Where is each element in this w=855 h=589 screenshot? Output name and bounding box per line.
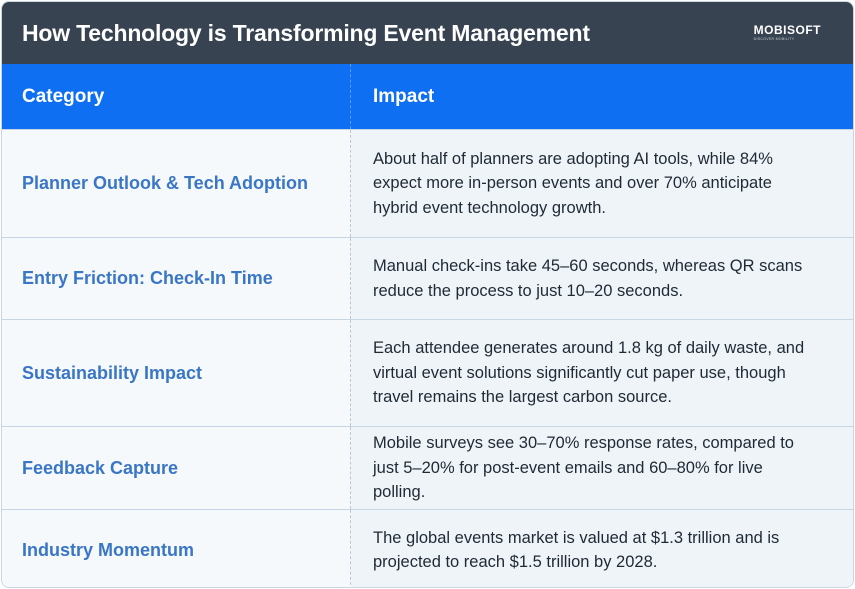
category-cell: Planner Outlook & Tech Adoption	[2, 130, 350, 237]
table-row: Planner Outlook & Tech Adoption About ha…	[2, 129, 853, 237]
category-cell: Feedback Capture	[2, 427, 350, 509]
table-row: Industry Momentum The global events mark…	[2, 509, 853, 587]
table-row: Sustainability Impact Each attendee gene…	[2, 319, 853, 426]
column-divider	[350, 130, 351, 237]
column-divider	[350, 238, 351, 319]
page-title: How Technology is Transforming Event Man…	[22, 19, 590, 46]
logo-text: MOBISOFT	[753, 23, 821, 37]
column-header-category: Category	[22, 85, 105, 107]
category-cell: Industry Momentum	[2, 510, 350, 587]
column-divider	[350, 64, 351, 129]
column-divider	[350, 320, 351, 426]
column-divider	[350, 427, 351, 509]
impact-cell: Manual check-ins take 45–60 seconds, whe…	[351, 238, 853, 319]
company-logo: MOBISOFT DISCOVER MOBILITY	[754, 24, 821, 42]
table-header-row: Category Impact	[2, 64, 853, 129]
impact-cell: Each attendee generates around 1.8 kg of…	[351, 320, 853, 426]
column-divider	[350, 510, 351, 587]
category-cell: Entry Friction: Check-In Time	[2, 238, 350, 319]
table-row: Feedback Capture Mobile surveys see 30–7…	[2, 426, 853, 509]
impact-cell: The global events market is valued at $1…	[351, 510, 853, 587]
column-header-impact: Impact	[373, 85, 435, 107]
impact-cell: About half of planners are adopting AI t…	[351, 130, 853, 237]
logo-tagline: DISCOVER MOBILITY	[753, 37, 795, 41]
title-bar: How Technology is Transforming Event Man…	[2, 2, 853, 64]
table-row: Entry Friction: Check-In Time Manual che…	[2, 237, 853, 319]
impact-cell: Mobile surveys see 30–70% response rates…	[351, 427, 853, 509]
category-cell: Sustainability Impact	[2, 320, 350, 426]
